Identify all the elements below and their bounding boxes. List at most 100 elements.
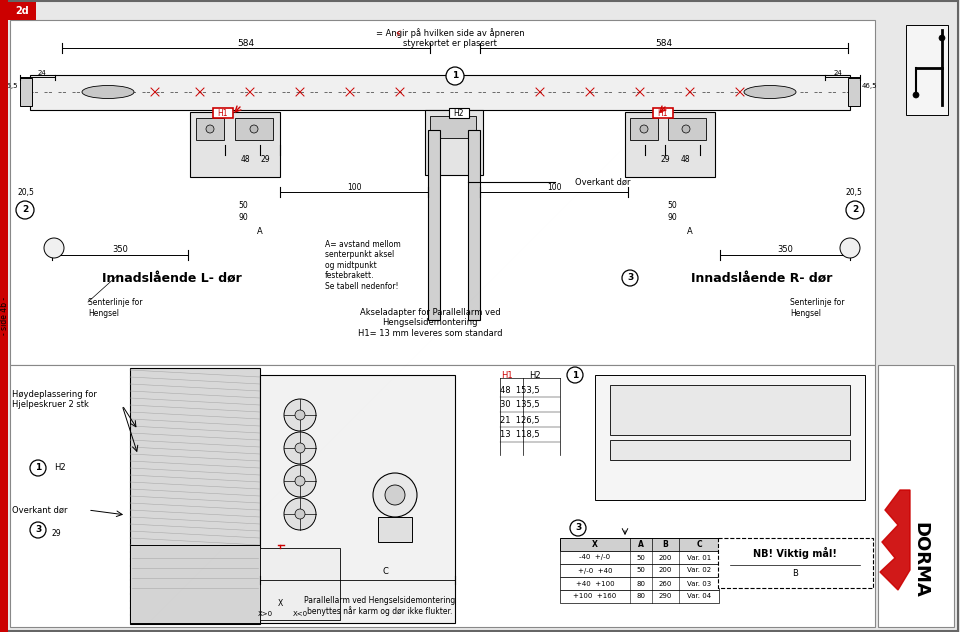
Text: 50: 50 [636,568,645,573]
Bar [10,365,875,627]
Text: 260: 260 [659,581,672,586]
Text: +40  +100: +40 +100 [576,581,614,586]
Bar [560,577,719,590]
Bar [10,20,875,365]
Circle shape [939,35,945,41]
Bar [848,78,860,106]
Text: Senterlinje for
Hengsel: Senterlinje for Hengsel [88,298,142,318]
Text: 46,5: 46,5 [3,83,18,89]
Text: 584: 584 [237,39,254,47]
Text: 584: 584 [656,39,673,47]
Text: -40  +/-0: -40 +/-0 [580,554,611,561]
Bar [878,365,954,627]
Text: 20,5: 20,5 [845,188,862,197]
Text: C: C [382,568,388,576]
Circle shape [206,125,214,133]
Circle shape [30,522,46,538]
Bar [560,590,719,603]
Circle shape [295,476,305,486]
Bar [625,112,715,177]
Text: Høydeplassering for
Hjelpeskruer 2 stk: Høydeplassering for Hjelpeskruer 2 stk [12,390,97,410]
Text: Innadslående L- dør: Innadslående L- dør [102,272,242,284]
Text: 200: 200 [659,554,672,561]
Text: 350: 350 [112,245,128,255]
Bar [130,545,260,623]
Circle shape [622,270,638,286]
Text: 46,5: 46,5 [862,83,877,89]
Circle shape [250,125,258,133]
Bar [610,385,850,435]
Bar [468,130,480,320]
Bar [260,375,455,623]
Text: 80: 80 [636,581,645,586]
Bar [610,440,850,460]
Text: 29: 29 [660,155,670,164]
Text: Var. 04: Var. 04 [687,593,711,600]
Text: Senterlinje for
Hengsel: Senterlinje for Hengsel [790,298,845,318]
Text: 100: 100 [547,183,562,191]
Text: X: X [277,599,282,607]
Text: 29: 29 [52,530,61,538]
Text: B: B [792,569,798,578]
Circle shape [373,473,417,517]
Circle shape [295,410,305,420]
Ellipse shape [82,85,134,99]
Bar [595,375,865,500]
Bar [449,108,469,118]
Circle shape [385,485,405,505]
Circle shape [284,498,316,530]
Text: +100  +160: +100 +160 [573,593,616,600]
Bar [8,2,36,20]
Bar [630,118,658,140]
Circle shape [284,432,316,464]
Text: ⚡: ⚡ [395,29,401,39]
Circle shape [284,399,316,431]
Circle shape [570,520,586,536]
Text: 2: 2 [852,205,858,214]
Text: 80: 80 [636,593,645,600]
Bar [213,108,233,118]
Bar [560,538,719,551]
Text: Var. 01: Var. 01 [686,554,711,561]
Circle shape [295,443,305,453]
Bar [196,118,224,140]
Text: 350: 350 [777,245,793,255]
Text: H2: H2 [454,109,465,118]
Text: B: B [662,540,668,549]
Text: A: A [257,228,263,236]
Bar [130,368,260,624]
Circle shape [840,238,860,258]
Text: Overkant dør: Overkant dør [575,178,631,186]
Bar [718,538,873,588]
Text: Var. 03: Var. 03 [686,581,711,586]
Text: 50: 50 [667,200,677,209]
Text: 90: 90 [667,214,677,222]
Text: 48: 48 [240,155,250,164]
Circle shape [30,460,46,476]
Text: 3: 3 [575,523,581,533]
Text: 48: 48 [681,155,690,164]
Text: X: X [592,540,598,549]
Bar [668,118,706,140]
Text: X>0: X>0 [257,611,273,617]
Text: 20,5: 20,5 [18,188,35,197]
Text: 50: 50 [238,200,248,209]
Text: Innadslående R- dør: Innadslående R- dør [691,272,832,284]
Bar [378,517,412,542]
Circle shape [44,238,64,258]
Bar [0,0,8,632]
Text: = Angir på hvilken side av åpneren
styrekortet er plassert: = Angir på hvilken side av åpneren styre… [375,28,524,48]
Text: H1: H1 [658,109,668,118]
Text: 13  118,5: 13 118,5 [500,430,540,439]
Bar [430,116,476,138]
Text: 3: 3 [35,525,41,535]
Circle shape [913,92,919,98]
Polygon shape [880,490,910,590]
Text: H2: H2 [54,463,65,473]
Text: 3: 3 [627,274,634,283]
Text: 24: 24 [37,70,46,76]
Text: +/-0  +40: +/-0 +40 [578,568,612,573]
Text: 2d: 2d [15,6,29,16]
Text: DORMA: DORMA [911,522,929,598]
Text: 90: 90 [238,214,248,222]
